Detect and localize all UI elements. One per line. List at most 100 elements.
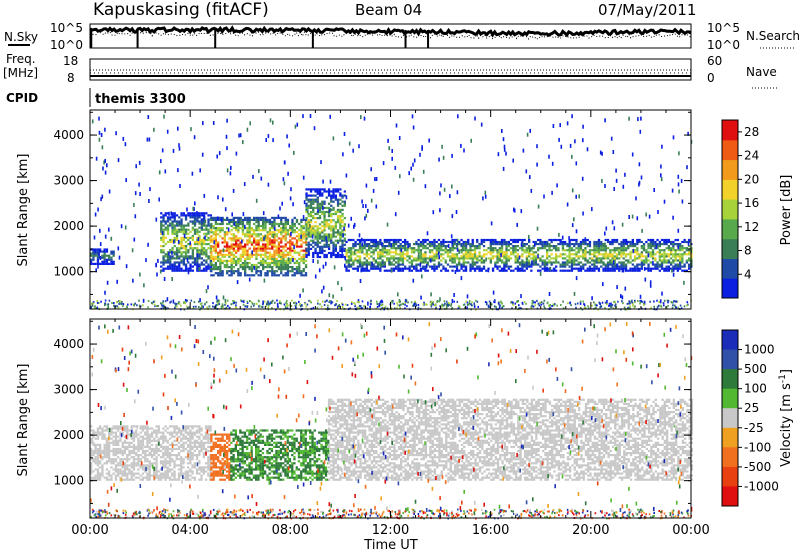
power-cell	[173, 251, 176, 254]
power-cell	[219, 249, 222, 252]
power-cell	[525, 249, 528, 252]
power-cell	[392, 267, 396, 270]
power-cell	[482, 249, 486, 252]
velocity-cell	[132, 474, 136, 477]
power-cell	[451, 240, 453, 245]
power-cell	[316, 196, 319, 199]
power-cell	[280, 268, 283, 271]
power-cell	[193, 218, 197, 221]
power-cell	[464, 245, 468, 248]
power-cell	[92, 254, 95, 257]
power-cell	[449, 249, 452, 252]
power-cell	[688, 267, 691, 270]
power-cell	[347, 257, 350, 260]
power-cell	[364, 216, 366, 221]
power-cell	[453, 293, 455, 297]
power-cell	[365, 263, 368, 266]
power-cell	[339, 237, 342, 240]
velocity-cell	[130, 470, 133, 473]
power-cell	[246, 251, 249, 254]
power-cell	[593, 269, 596, 272]
velocity-cell	[130, 445, 133, 448]
power-cell	[534, 251, 537, 254]
power-cell	[498, 265, 501, 268]
power-cell	[273, 220, 276, 224]
power-cell	[267, 307, 269, 309]
power-cell	[162, 236, 165, 239]
power-cell	[676, 300, 679, 303]
power-cell	[178, 224, 181, 227]
power-cell	[539, 301, 541, 304]
power-cell	[325, 239, 328, 242]
power-cell	[390, 238, 393, 242]
power-cell	[383, 261, 386, 264]
power-cell	[663, 304, 665, 307]
power-cell	[670, 263, 673, 266]
power-cell	[184, 301, 186, 304]
power-cell	[271, 233, 274, 236]
power-cell	[401, 302, 404, 305]
power-cell	[496, 249, 499, 252]
power-cell	[600, 257, 603, 260]
power-cell	[352, 243, 355, 246]
power-cell	[235, 301, 237, 304]
power-cell	[642, 255, 646, 258]
power-cell	[259, 249, 263, 252]
power-cell	[521, 255, 524, 258]
power-cell	[205, 212, 208, 215]
velocity-cell	[121, 458, 124, 461]
power-cell	[593, 255, 596, 258]
velocity-cell	[123, 466, 127, 469]
power-cell	[399, 257, 402, 260]
power-cell	[202, 247, 206, 250]
power-cell	[410, 261, 414, 264]
power-cell	[503, 261, 506, 264]
velocity-cell	[108, 454, 111, 457]
power-cell	[467, 240, 470, 244]
power-cell	[442, 245, 445, 248]
power-cell	[471, 267, 474, 270]
power-cell	[244, 249, 247, 252]
power-cell	[437, 243, 441, 246]
power-cell	[620, 253, 623, 256]
power-cell	[568, 243, 571, 246]
velocity-cell	[130, 437, 133, 440]
power-cell	[164, 226, 167, 229]
power-cell	[514, 267, 517, 270]
power-cell	[602, 263, 605, 266]
power-cell	[332, 219, 335, 222]
power-cell	[221, 249, 224, 252]
power-cell	[193, 247, 197, 250]
power-cell	[293, 257, 296, 260]
velocity-cell	[130, 449, 133, 453]
power-cell	[314, 235, 317, 238]
power-cell	[302, 215, 305, 220]
power-cell	[307, 245, 310, 248]
power-cell	[595, 247, 598, 250]
power-cell	[214, 229, 217, 232]
power-cell	[541, 261, 544, 264]
power-cell	[237, 231, 240, 234]
power-cell	[566, 261, 569, 264]
power-cell	[244, 253, 247, 256]
power-cell	[212, 302, 214, 305]
power-cell	[277, 255, 281, 258]
power-cell	[212, 121, 215, 125]
power-cell	[246, 302, 249, 304]
power-cell	[564, 240, 567, 244]
power-cell	[273, 243, 276, 246]
power-cell	[227, 304, 229, 307]
power-cell	[162, 245, 165, 248]
power-cell	[500, 253, 504, 256]
power-cell	[217, 233, 220, 236]
power-cell	[103, 252, 106, 255]
power-colorbar-swatch	[722, 179, 738, 200]
power-cell	[685, 261, 688, 264]
power-cell	[180, 245, 183, 248]
power-cell	[433, 269, 436, 272]
power-cell	[460, 238, 463, 242]
power-cell	[164, 267, 167, 270]
power-cell	[435, 306, 437, 309]
power-cell	[649, 253, 652, 256]
power-cell	[381, 263, 384, 266]
